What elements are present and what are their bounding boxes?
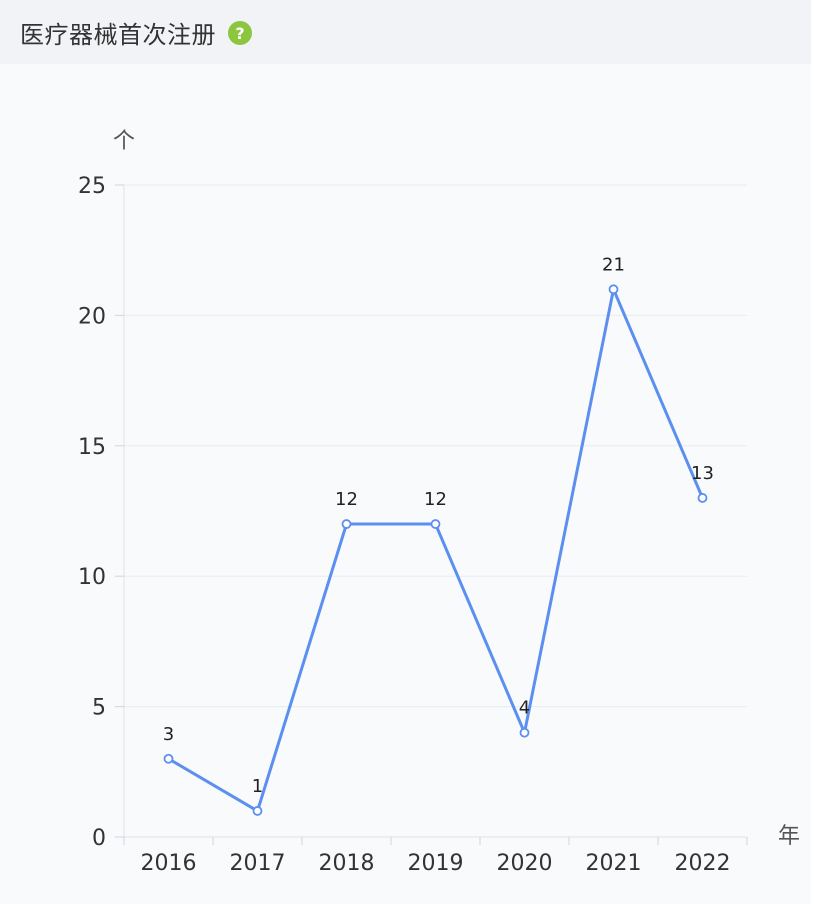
y-axis-ticks: 0 5 10 15 20 25 [78, 174, 124, 851]
y-tick-label: 0 [92, 826, 106, 851]
x-tick-label: 2020 [497, 851, 553, 876]
data-label: 21 [602, 254, 625, 275]
data-label: 3 [163, 724, 174, 745]
data-label: 4 [519, 698, 530, 719]
y-axis-unit: 个 [113, 129, 135, 154]
x-tick-label: 2017 [230, 851, 286, 876]
panel-title: 医疗器械首次注册 [20, 20, 216, 49]
data-point [608, 284, 619, 295]
data-point [519, 727, 530, 738]
data-point [252, 806, 263, 816]
data-label: 12 [424, 489, 447, 510]
series [163, 284, 708, 816]
data-label: 13 [691, 463, 714, 484]
x-tick-label: 2019 [408, 851, 464, 876]
question-circle-icon[interactable]: ? [228, 21, 252, 45]
y-tick-label: 25 [78, 174, 106, 199]
y-tick-label: 5 [92, 696, 106, 721]
x-axis-ticks: 2016 2017 2018 2019 2020 2021 2022 [123, 837, 748, 876]
series-line [167, 287, 704, 813]
data-label: 12 [335, 489, 358, 510]
x-tick-label: 2018 [319, 851, 375, 876]
axes [123, 185, 747, 838]
x-axis-unit: 年 [778, 824, 800, 849]
data-point [341, 519, 352, 529]
data-point [163, 753, 174, 764]
x-tick-label: 2016 [141, 851, 197, 876]
data-label: 1 [252, 776, 263, 797]
y-tick-label: 20 [78, 304, 106, 329]
panel-header: 医疗器械首次注册 ? [0, 0, 811, 64]
data-point [697, 493, 708, 503]
grid-lines [124, 184, 747, 708]
data-point [430, 519, 441, 529]
data-labels: 3 1 12 12 4 21 13 [163, 254, 714, 797]
x-tick-label: 2021 [586, 851, 642, 876]
y-tick-label: 10 [78, 565, 106, 590]
y-tick-label: 15 [78, 435, 106, 460]
x-tick-label: 2022 [675, 851, 731, 876]
